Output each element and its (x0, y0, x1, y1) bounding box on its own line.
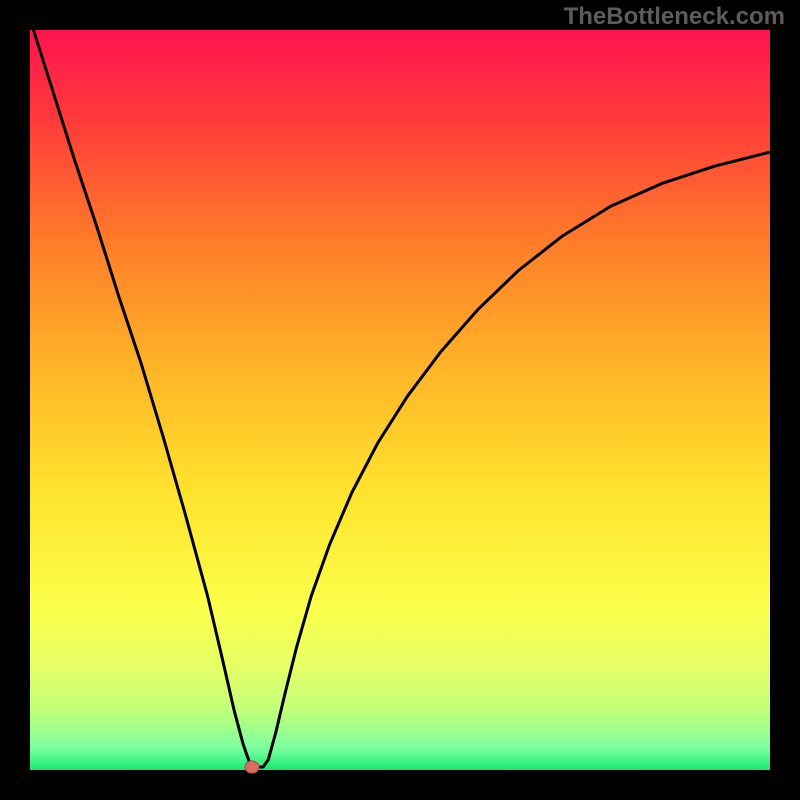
watermark-text: TheBottleneck.com (564, 3, 785, 31)
chart-container: TheBottleneck.com (0, 0, 800, 800)
plot-background (30, 30, 770, 770)
